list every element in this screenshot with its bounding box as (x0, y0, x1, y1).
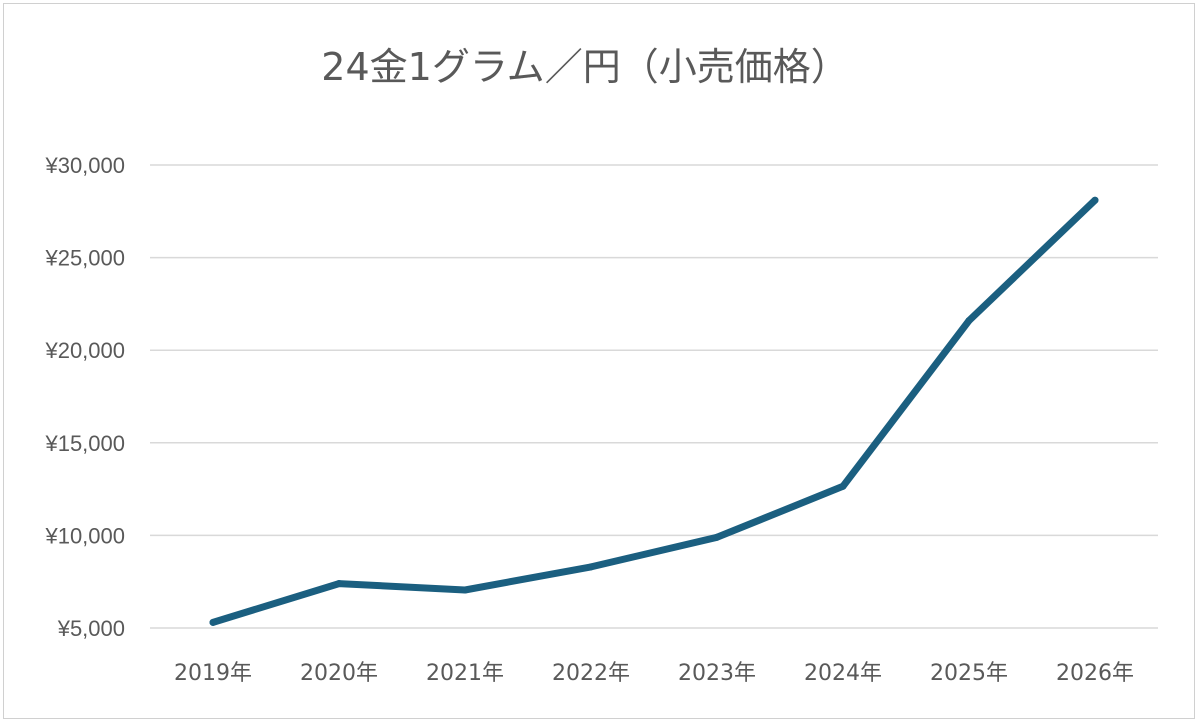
y-tick-label: ¥5,000 (57, 616, 125, 641)
gridlines (150, 164, 1158, 629)
y-tick-label: ¥15,000 (44, 431, 125, 456)
chart-frame (3, 3, 1195, 719)
data-point (839, 482, 847, 490)
x-tick-label: 2020年 (300, 661, 378, 686)
x-tick-label: 2021年 (426, 661, 504, 686)
data-point (461, 586, 469, 594)
y-tick-label: ¥10,000 (44, 523, 125, 548)
data-point (335, 580, 343, 588)
series-line (209, 196, 1099, 626)
y-tick-label: ¥25,000 (44, 246, 125, 271)
x-axis-ticks: 2019年 2020年 2021年 2022年 2023年 2024年 2025年 2026年 (174, 661, 1134, 686)
y-tick-label: ¥20,000 (44, 338, 125, 363)
x-tick-label: 2022年 (552, 661, 630, 686)
data-point (1091, 196, 1099, 204)
x-tick-label: 2026年 (1056, 661, 1134, 686)
y-axis-ticks: ¥5,000 ¥10,000 ¥15,000 ¥20,000 ¥25,000 ¥30,00… (44, 153, 125, 641)
data-point (965, 317, 973, 325)
x-tick-label: 2019年 (174, 661, 252, 686)
y-tick-label: ¥30,000 (44, 153, 125, 178)
data-point (587, 563, 595, 571)
x-tick-label: 2024年 (804, 661, 882, 686)
x-tick-label: 2025年 (930, 661, 1008, 686)
data-point (209, 618, 217, 626)
series-layer (209, 196, 1099, 626)
data-point (713, 533, 721, 541)
chart-title: 24金1グラム／円（小売価格） (321, 45, 848, 89)
x-tick-label: 2023年 (678, 661, 756, 686)
